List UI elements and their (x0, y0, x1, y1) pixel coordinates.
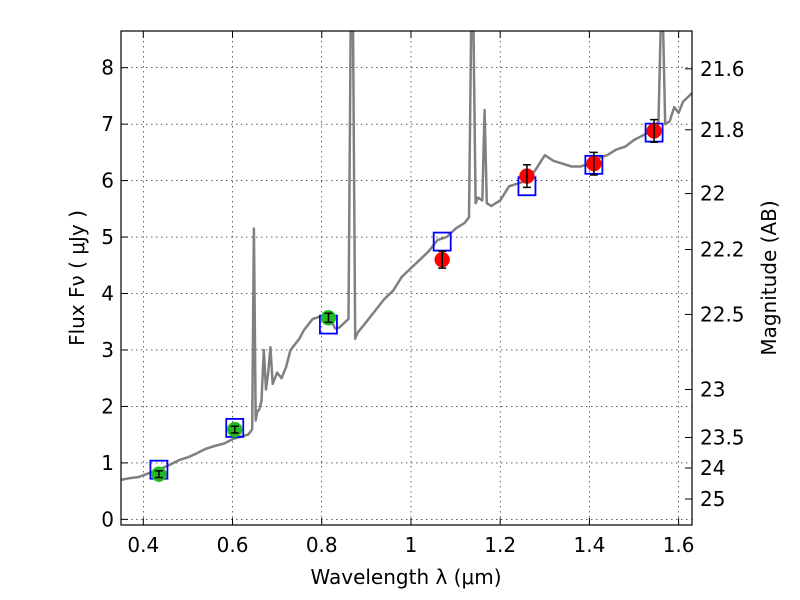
y-tick-label: 4 (101, 282, 114, 306)
right-tick-label: 22.5 (700, 302, 745, 326)
right-tick-label: 23 (700, 378, 725, 402)
right-tick-label: 22 (700, 182, 725, 206)
y-tick-label: 1 (101, 451, 114, 475)
x-tick-label: 1.4 (573, 533, 605, 557)
y-tick-label: 6 (101, 169, 114, 193)
x-tick-label: 1.6 (663, 533, 695, 557)
y-tick-label: 0 (101, 507, 114, 531)
x-tick-label: 1.2 (484, 533, 516, 557)
plot-area (121, 31, 692, 482)
plot-frame (120, 30, 693, 526)
right-tick-label: 22.2 (700, 237, 745, 261)
x-tick-label: 0.8 (306, 533, 338, 557)
y-tick-label: 8 (101, 56, 114, 80)
right-axis-label: Magnitude (AB) (757, 200, 781, 355)
y-tick-label: 7 (101, 112, 114, 136)
right-tick-label: 24 (700, 456, 725, 480)
x-tick-label: 0.6 (217, 533, 249, 557)
right-tick-label: 25 (700, 487, 725, 511)
x-tick-label: 1 (405, 533, 418, 557)
y-tick-label: 5 (101, 225, 114, 249)
right-tick-label: 21.8 (700, 118, 745, 142)
x-tick-label: 0.4 (127, 533, 159, 557)
right-tick-label: 21.6 (700, 57, 745, 81)
y-axis-label: Flux Fν ( μJy ) (65, 210, 89, 346)
x-axis-label: Wavelength λ (μm) (310, 565, 501, 589)
y-tick-label: 3 (101, 338, 114, 362)
right-tick-label: 23.5 (700, 425, 745, 449)
y-tick-label: 2 (101, 394, 114, 418)
grid-lines (121, 31, 692, 525)
